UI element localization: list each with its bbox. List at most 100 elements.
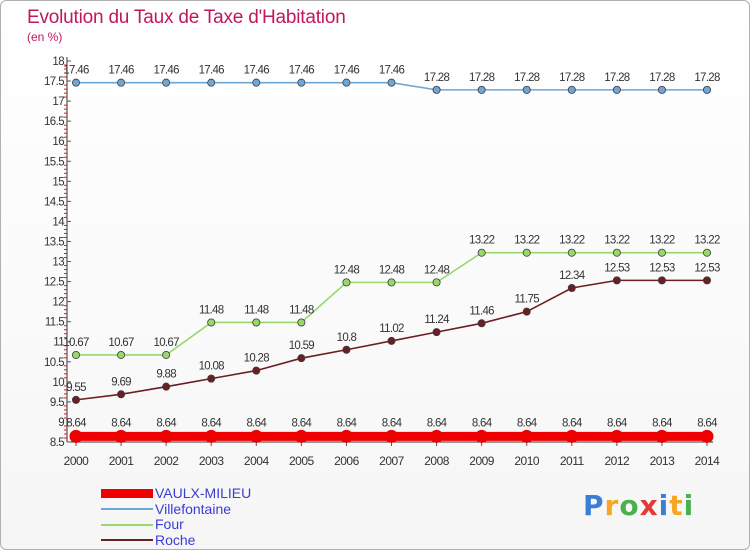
y-tick-label: 14.5 (44, 196, 64, 208)
data-point (342, 345, 351, 354)
y-tick-label: 15 (52, 176, 64, 188)
data-point (520, 429, 534, 443)
logo-letter: r (604, 489, 620, 522)
logo-letter: x (639, 489, 659, 522)
data-label: 13.22 (469, 235, 495, 247)
logo-letter: i (683, 489, 695, 522)
data-label: 9.55 (66, 382, 86, 394)
data-point (117, 390, 126, 399)
y-tick-label: 13.5 (44, 236, 64, 248)
data-point (117, 78, 126, 87)
y-tick-label: 16.5 (44, 116, 64, 128)
data-point (207, 374, 216, 383)
y-tick-label: 9.5 (50, 397, 64, 409)
data-label: 12.48 (424, 264, 450, 276)
data-label: 17.28 (514, 72, 540, 84)
logo-letter: i (658, 489, 670, 522)
data-label: 17.46 (199, 65, 225, 77)
data-point (432, 85, 441, 94)
x-tick-label: 2005 (289, 454, 315, 468)
data-label: 8.64 (382, 417, 403, 429)
data-label: 12.53 (694, 262, 720, 274)
data-point (522, 307, 531, 316)
y-tick-label: 9 (58, 417, 64, 429)
y-tick-label: 11 (53, 337, 64, 349)
x-tick-label: 2001 (109, 454, 135, 468)
data-label: 13.22 (649, 235, 675, 247)
logo-letter: P (583, 489, 605, 522)
data-point (700, 429, 714, 443)
data-point (567, 248, 576, 257)
data-label: 10.59 (289, 340, 315, 352)
x-tick-label: 2010 (514, 454, 540, 468)
data-label: 10.28 (244, 353, 270, 365)
legend-swatch (101, 489, 153, 499)
y-tick-label: 17.5 (44, 76, 64, 88)
data-label: 10.8 (337, 332, 357, 344)
data-point (72, 350, 81, 359)
data-point (387, 78, 396, 87)
x-tick-label: 2004 (244, 454, 270, 468)
logo-letter: o (619, 489, 640, 522)
data-point (207, 78, 216, 87)
data-point (432, 328, 441, 337)
legend-label: Villefontaine (155, 500, 232, 517)
data-label: 10.67 (108, 337, 134, 349)
data-label: 13.22 (604, 235, 630, 247)
data-point (432, 278, 441, 287)
data-point (252, 366, 261, 375)
data-label: 17.46 (154, 65, 180, 77)
data-point (657, 85, 666, 94)
data-point (72, 78, 81, 87)
data-point (610, 429, 624, 443)
data-point (252, 318, 261, 327)
data-label: 8.64 (427, 417, 448, 429)
data-label: 17.46 (289, 65, 315, 77)
proxiti-logo: Proxiti (583, 489, 694, 522)
logo-letter: t (669, 489, 684, 522)
x-tick-label: 2007 (379, 454, 405, 468)
data-point (703, 276, 712, 285)
data-label: 11.48 (199, 304, 224, 316)
data-label: 8.64 (517, 417, 538, 429)
data-point (477, 319, 486, 328)
data-point (567, 85, 576, 94)
data-label: 9.69 (111, 376, 131, 388)
data-label: 8.64 (652, 417, 673, 429)
data-point (703, 248, 712, 257)
data-label: 10.67 (63, 337, 89, 349)
y-tick-label: 12.5 (44, 277, 64, 289)
data-point (114, 429, 128, 443)
x-tick-label: 2000 (64, 454, 90, 468)
legend-item: Villefontaine (101, 500, 251, 518)
data-point (612, 85, 621, 94)
data-label: 12.34 (559, 270, 586, 282)
data-label: 17.46 (108, 65, 134, 77)
y-tick-label: 10.5 (44, 357, 64, 369)
y-tick-label: 15.5 (44, 156, 64, 168)
data-point (657, 276, 666, 285)
data-label: 12.48 (334, 264, 360, 276)
data-label: 8.64 (292, 417, 313, 429)
data-label: 8.64 (607, 417, 628, 429)
legend-item: VAULX-MILIEU (101, 486, 251, 502)
data-label: 13.22 (514, 235, 540, 247)
y-tick-label: 10 (52, 377, 64, 389)
x-tick-label: 2006 (334, 454, 360, 468)
data-label: 8.64 (66, 417, 87, 429)
data-label: 11.24 (424, 314, 450, 326)
data-label: 11.48 (289, 304, 314, 316)
data-point (69, 429, 83, 443)
data-label: 17.28 (469, 72, 495, 84)
data-point (612, 248, 621, 257)
legend-label: VAULX-MILIEU (155, 485, 252, 502)
data-label: 11.46 (469, 305, 494, 317)
data-label: 8.64 (562, 417, 583, 429)
data-point (162, 382, 171, 391)
data-point (162, 350, 171, 359)
data-label: 8.64 (337, 417, 358, 429)
data-point (387, 278, 396, 287)
data-point (385, 429, 398, 443)
data-label: 13.22 (694, 235, 720, 247)
